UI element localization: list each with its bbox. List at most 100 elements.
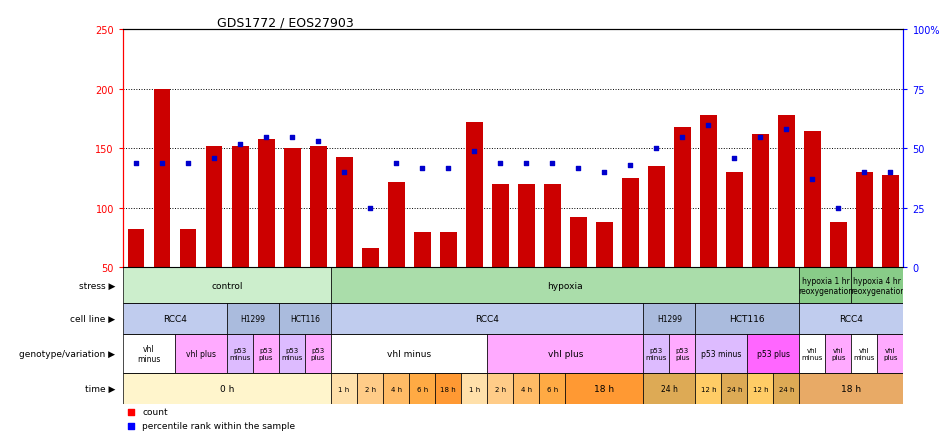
Bar [695, 303, 799, 335]
Bar [232, 147, 249, 268]
Bar [279, 303, 331, 335]
Bar [517, 185, 534, 268]
Bar [778, 116, 795, 268]
Text: p53
plus: p53 plus [259, 348, 273, 361]
Text: 1 h: 1 h [468, 386, 480, 392]
Bar [851, 335, 877, 373]
Point [649, 146, 664, 153]
Bar [773, 373, 799, 404]
Text: stress ▶: stress ▶ [79, 281, 115, 290]
Bar [123, 373, 331, 404]
Point [831, 205, 846, 212]
Bar [357, 373, 383, 404]
Text: 4 h: 4 h [520, 386, 532, 392]
Text: vhl plus: vhl plus [548, 349, 583, 358]
Bar [227, 335, 253, 373]
Point [570, 164, 586, 171]
Point [493, 160, 508, 167]
Point [545, 160, 560, 167]
Text: HCT116: HCT116 [729, 315, 765, 324]
Text: RCC4: RCC4 [839, 315, 864, 324]
Bar [336, 158, 353, 268]
Bar [331, 373, 357, 404]
Bar [331, 335, 487, 373]
Bar [253, 335, 279, 373]
Bar [726, 173, 743, 268]
Text: hypoxia 4 hr
reoxygenation: hypoxia 4 hr reoxygenation [850, 276, 905, 296]
Point [285, 134, 300, 141]
Point [310, 138, 325, 145]
Point [701, 122, 716, 129]
Bar [440, 232, 457, 268]
Point [674, 134, 690, 141]
Text: RCC4: RCC4 [475, 315, 499, 324]
Text: 24 h: 24 h [661, 385, 677, 393]
Point [154, 160, 169, 167]
Point [883, 169, 898, 176]
Text: percentile rank within the sample: percentile rank within the sample [143, 421, 295, 431]
Text: RCC4: RCC4 [163, 315, 187, 324]
Bar [180, 230, 197, 268]
Bar [882, 175, 899, 268]
Point [337, 169, 352, 176]
Point [123, 422, 138, 429]
Bar [123, 303, 227, 335]
Point [129, 160, 144, 167]
Text: 12 h: 12 h [700, 386, 716, 392]
Bar [205, 147, 222, 268]
Bar [596, 223, 613, 268]
Point [258, 134, 273, 141]
Point [233, 141, 248, 148]
Bar [674, 128, 691, 268]
Text: HCT116: HCT116 [290, 315, 320, 324]
Text: vhl minus: vhl minus [387, 349, 431, 358]
Text: 1 h: 1 h [339, 386, 350, 392]
Bar [227, 303, 279, 335]
Point [597, 169, 612, 176]
Bar [643, 303, 695, 335]
Text: 24 h: 24 h [779, 386, 794, 392]
Text: vhl plus: vhl plus [186, 349, 216, 358]
Text: hypoxia: hypoxia [548, 281, 583, 290]
Text: p53 minus: p53 minus [701, 349, 742, 358]
Point [518, 160, 534, 167]
Bar [309, 147, 326, 268]
Bar [305, 335, 331, 373]
Point [206, 155, 221, 162]
Point [362, 205, 377, 212]
Bar [669, 335, 695, 373]
Text: 2 h: 2 h [364, 386, 376, 392]
Text: 18 h: 18 h [440, 386, 456, 392]
Bar [331, 303, 643, 335]
Text: vhl
minus: vhl minus [801, 348, 823, 361]
Text: cell line ▶: cell line ▶ [70, 315, 115, 324]
Bar [153, 90, 170, 268]
Text: H1299: H1299 [240, 315, 266, 324]
Bar [331, 268, 799, 303]
Bar [123, 335, 175, 373]
Bar [747, 373, 773, 404]
Bar [752, 135, 769, 268]
Point [779, 127, 794, 134]
Text: 0 h: 0 h [219, 385, 235, 393]
Point [753, 134, 768, 141]
Bar [409, 373, 435, 404]
Point [389, 160, 404, 167]
Text: 18 h: 18 h [841, 385, 862, 393]
Point [123, 408, 138, 415]
Text: genotype/variation ▶: genotype/variation ▶ [19, 349, 115, 358]
Bar [257, 140, 274, 268]
Point [622, 162, 638, 169]
Text: 6 h: 6 h [547, 386, 558, 392]
Bar [648, 167, 665, 268]
Text: time ▶: time ▶ [85, 385, 115, 393]
Bar [825, 335, 851, 373]
Point [441, 164, 456, 171]
Bar [643, 335, 669, 373]
Bar [565, 373, 643, 404]
Bar [804, 132, 821, 268]
Text: hypoxia 1 hr
reoxygenation: hypoxia 1 hr reoxygenation [797, 276, 853, 296]
Point [727, 155, 742, 162]
Text: p53
plus: p53 plus [675, 348, 690, 361]
Text: 4 h: 4 h [391, 386, 402, 392]
